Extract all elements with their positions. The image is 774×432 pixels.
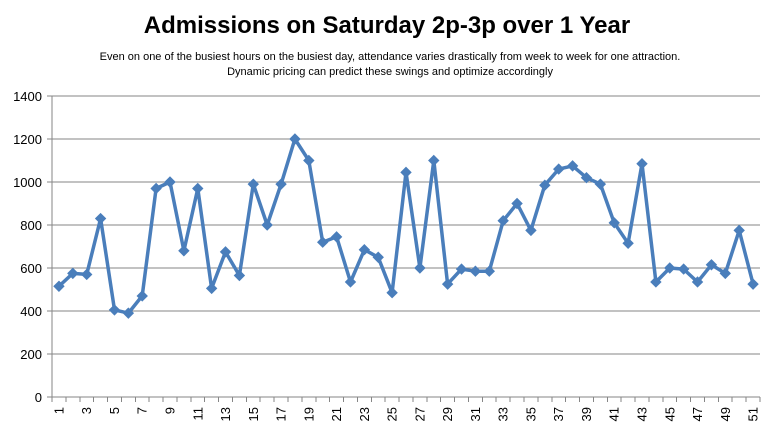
data-point bbox=[358, 244, 371, 256]
data-point bbox=[94, 212, 107, 225]
gridlines bbox=[52, 95, 760, 398]
data-point bbox=[67, 267, 79, 280]
data-point bbox=[303, 154, 315, 167]
x-tick-label: 43 bbox=[635, 407, 650, 421]
data-point bbox=[344, 276, 357, 288]
data-point bbox=[497, 214, 509, 227]
data-point bbox=[261, 219, 273, 231]
data-point bbox=[233, 269, 246, 282]
x-tick-label: 35 bbox=[523, 407, 538, 421]
data-point bbox=[691, 276, 704, 288]
x-tick-label: 51 bbox=[746, 407, 761, 421]
axes bbox=[51, 96, 760, 398]
data-point bbox=[80, 268, 93, 281]
x-tick-label: 3 bbox=[79, 407, 94, 414]
data-point bbox=[733, 224, 745, 237]
data-point bbox=[525, 224, 537, 237]
data-point bbox=[247, 178, 260, 190]
data-point bbox=[664, 262, 676, 274]
x-tick-label: 15 bbox=[246, 407, 261, 421]
data-point bbox=[580, 171, 593, 184]
x-tick-label: 37 bbox=[551, 407, 566, 421]
x-tick-label: 49 bbox=[718, 407, 733, 421]
data-point bbox=[539, 179, 551, 191]
data-point bbox=[566, 160, 579, 172]
x-tick-label: 21 bbox=[329, 407, 344, 421]
x-tick-label: 5 bbox=[107, 407, 122, 414]
data-point bbox=[719, 267, 732, 280]
data-point bbox=[552, 163, 565, 175]
data-point bbox=[428, 154, 440, 167]
data-point bbox=[192, 182, 204, 195]
data-point bbox=[164, 176, 176, 188]
data-point bbox=[747, 278, 759, 290]
data-point bbox=[275, 178, 287, 190]
y-tick-label: 800 bbox=[20, 218, 42, 233]
data-point bbox=[316, 236, 329, 248]
x-tick-label: 39 bbox=[579, 407, 594, 421]
x-tick-label: 13 bbox=[218, 407, 233, 421]
x-tick-label: 31 bbox=[468, 407, 483, 421]
x-tick-label: 7 bbox=[135, 407, 150, 414]
data-point bbox=[178, 245, 190, 257]
data-point bbox=[455, 263, 468, 275]
data-point bbox=[608, 217, 620, 229]
data-point bbox=[122, 307, 135, 319]
y-tick-label: 0 bbox=[35, 390, 42, 405]
y-tick-label: 600 bbox=[20, 261, 42, 276]
data-point bbox=[483, 265, 496, 277]
y-tick-label: 1400 bbox=[13, 89, 42, 104]
data-point bbox=[677, 263, 690, 275]
x-tick-label: 25 bbox=[385, 407, 400, 421]
data-point bbox=[594, 178, 607, 190]
x-tick-label: 27 bbox=[412, 407, 427, 421]
data-point bbox=[400, 166, 412, 179]
data-point bbox=[386, 287, 398, 299]
chart-title: Admissions on Saturday 2p-3p over 1 Year bbox=[143, 12, 631, 39]
x-tick-label: 45 bbox=[662, 407, 677, 421]
data-point bbox=[511, 197, 523, 210]
x-tick-label: 19 bbox=[301, 407, 316, 421]
data-point bbox=[136, 290, 148, 302]
y-tick-label: 200 bbox=[20, 347, 42, 362]
x-tick-label: 17 bbox=[274, 407, 289, 421]
x-tick-label: 33 bbox=[496, 407, 511, 421]
data-point bbox=[219, 246, 232, 258]
series-group bbox=[53, 133, 759, 319]
x-tick-label: 23 bbox=[357, 407, 372, 421]
data-point bbox=[53, 280, 65, 292]
data-point bbox=[108, 304, 121, 316]
x-tick-label: 1 bbox=[51, 407, 66, 414]
data-point bbox=[441, 278, 454, 290]
series-line bbox=[57, 137, 755, 315]
x-tick-label: 47 bbox=[690, 407, 705, 421]
x-tick-label: 41 bbox=[607, 407, 622, 421]
data-point bbox=[289, 133, 301, 145]
y-tick-label: 400 bbox=[20, 304, 42, 319]
data-point bbox=[636, 158, 648, 170]
data-point bbox=[414, 262, 426, 274]
data-point bbox=[330, 231, 343, 243]
data-point bbox=[622, 237, 634, 249]
y-axis-ticks: 0 200 400 600 800 1000 1200 1400 bbox=[13, 89, 52, 405]
data-point bbox=[705, 259, 718, 271]
x-tick-label: 11 bbox=[190, 407, 205, 421]
data-point bbox=[469, 265, 482, 277]
chart-subtitle: Even on one of the busiest hours on the … bbox=[99, 51, 681, 78]
data-point bbox=[150, 182, 162, 195]
x-axis-ticks: 1 3 5 7 9 11 13 15 17 19 21 23 25 27 29 31 33 35 37 39 41 43 4… bbox=[51, 397, 761, 421]
data-point bbox=[205, 282, 218, 295]
data-point bbox=[372, 251, 384, 263]
y-tick-label: 1200 bbox=[13, 132, 42, 147]
y-tick-label: 1000 bbox=[13, 175, 42, 190]
x-tick-label: 29 bbox=[440, 407, 455, 421]
x-tick-label: 9 bbox=[163, 407, 178, 414]
data-point bbox=[650, 276, 662, 288]
